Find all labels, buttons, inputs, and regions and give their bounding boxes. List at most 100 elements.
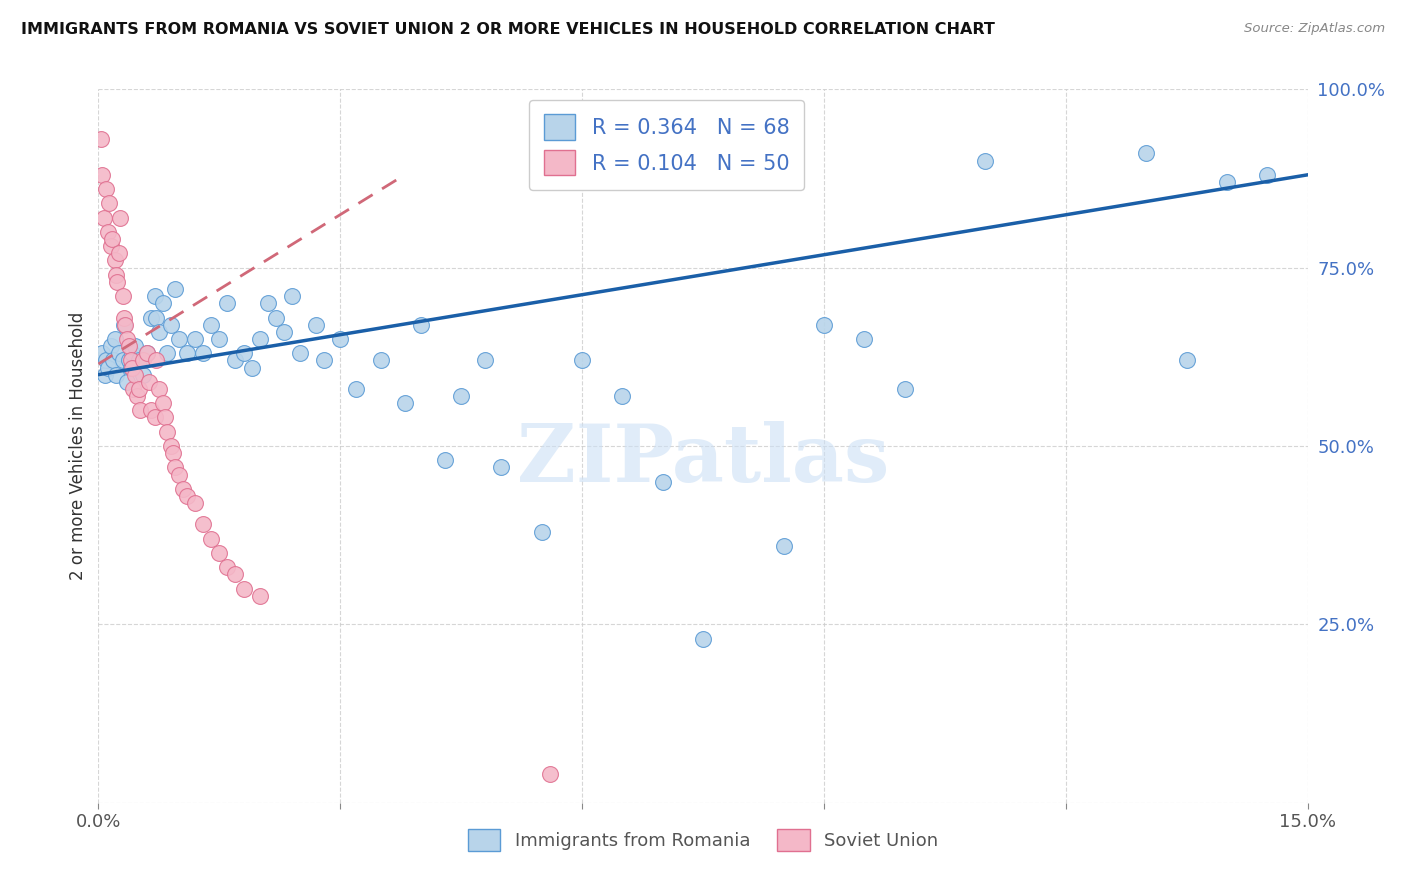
Point: [105, 268, 128, 282]
Point: [772, 539, 794, 553]
Point: [148, 325, 170, 339]
Point: [148, 382, 170, 396]
Point: [91, 346, 114, 360]
Point: [135, 346, 157, 360]
Point: [105, 275, 128, 289]
Point: [156, 346, 179, 360]
Point: [1135, 146, 1157, 161]
Point: [281, 289, 304, 303]
Legend: Immigrants from Romania, Soviet Union: Immigrants from Romania, Soviet Union: [461, 822, 945, 858]
Point: [124, 339, 146, 353]
Point: [107, 346, 129, 360]
Point: [120, 360, 142, 375]
Point: [94, 368, 117, 382]
Point: [97, 360, 120, 375]
Point: [217, 296, 239, 310]
Point: [538, 767, 561, 781]
Point: [200, 532, 222, 546]
Point: [249, 589, 271, 603]
Point: [91, 168, 114, 182]
Point: [160, 439, 183, 453]
Point: [129, 403, 152, 417]
Point: [121, 346, 143, 360]
Point: [176, 489, 198, 503]
Point: [97, 196, 120, 211]
Point: [108, 211, 131, 225]
Point: [434, 453, 457, 467]
Point: [256, 296, 278, 310]
Point: [176, 346, 198, 360]
Point: [115, 332, 138, 346]
Point: [112, 318, 135, 332]
Point: [491, 460, 513, 475]
Point: [153, 410, 176, 425]
Point: [163, 282, 186, 296]
Point: [264, 310, 287, 325]
Point: [370, 353, 392, 368]
Point: [96, 182, 118, 196]
Point: [344, 382, 367, 396]
Point: [853, 332, 876, 346]
Point: [530, 524, 553, 539]
Point: [139, 403, 162, 417]
Point: [217, 560, 239, 574]
Point: [111, 289, 134, 303]
Point: [651, 475, 673, 489]
Point: [224, 353, 246, 368]
Point: [118, 339, 141, 353]
Point: [273, 325, 295, 339]
Point: [813, 318, 835, 332]
Point: [167, 332, 190, 346]
Point: [139, 310, 162, 325]
Point: [132, 368, 155, 382]
Point: [208, 332, 231, 346]
Point: [249, 332, 271, 346]
Point: [224, 567, 246, 582]
Point: [394, 396, 416, 410]
Point: [184, 332, 207, 346]
Point: [145, 310, 167, 325]
Point: [172, 482, 194, 496]
Point: [232, 582, 254, 596]
Point: [105, 368, 128, 382]
Point: [193, 517, 215, 532]
Point: [167, 467, 190, 482]
Point: [208, 546, 231, 560]
Point: [103, 332, 125, 346]
Point: [145, 353, 167, 368]
Point: [100, 239, 122, 253]
Point: [240, 360, 263, 375]
Point: [143, 289, 166, 303]
Point: [118, 353, 141, 368]
Point: [93, 211, 115, 225]
Text: ZIPatlas: ZIPatlas: [517, 421, 889, 500]
Point: [100, 339, 122, 353]
Point: [156, 425, 179, 439]
Point: [138, 375, 160, 389]
Point: [97, 225, 120, 239]
Point: [122, 382, 145, 396]
Point: [314, 353, 336, 368]
Point: [450, 389, 472, 403]
Point: [409, 318, 432, 332]
Point: [152, 296, 174, 310]
Point: [193, 346, 215, 360]
Point: [160, 318, 183, 332]
Point: [135, 346, 157, 360]
Point: [893, 382, 915, 396]
Point: [101, 232, 124, 246]
Point: [288, 346, 311, 360]
Point: [107, 246, 129, 260]
Point: [115, 375, 138, 389]
Point: [111, 353, 134, 368]
Point: [184, 496, 207, 510]
Text: IMMIGRANTS FROM ROMANIA VS SOVIET UNION 2 OR MORE VEHICLES IN HOUSEHOLD CORRELAT: IMMIGRANTS FROM ROMANIA VS SOVIET UNION …: [21, 22, 995, 37]
Point: [974, 153, 997, 168]
Point: [121, 360, 143, 375]
Point: [101, 353, 124, 368]
Text: Source: ZipAtlas.com: Source: ZipAtlas.com: [1244, 22, 1385, 36]
Point: [612, 389, 634, 403]
Point: [571, 353, 593, 368]
Point: [103, 253, 125, 268]
Point: [96, 353, 118, 368]
